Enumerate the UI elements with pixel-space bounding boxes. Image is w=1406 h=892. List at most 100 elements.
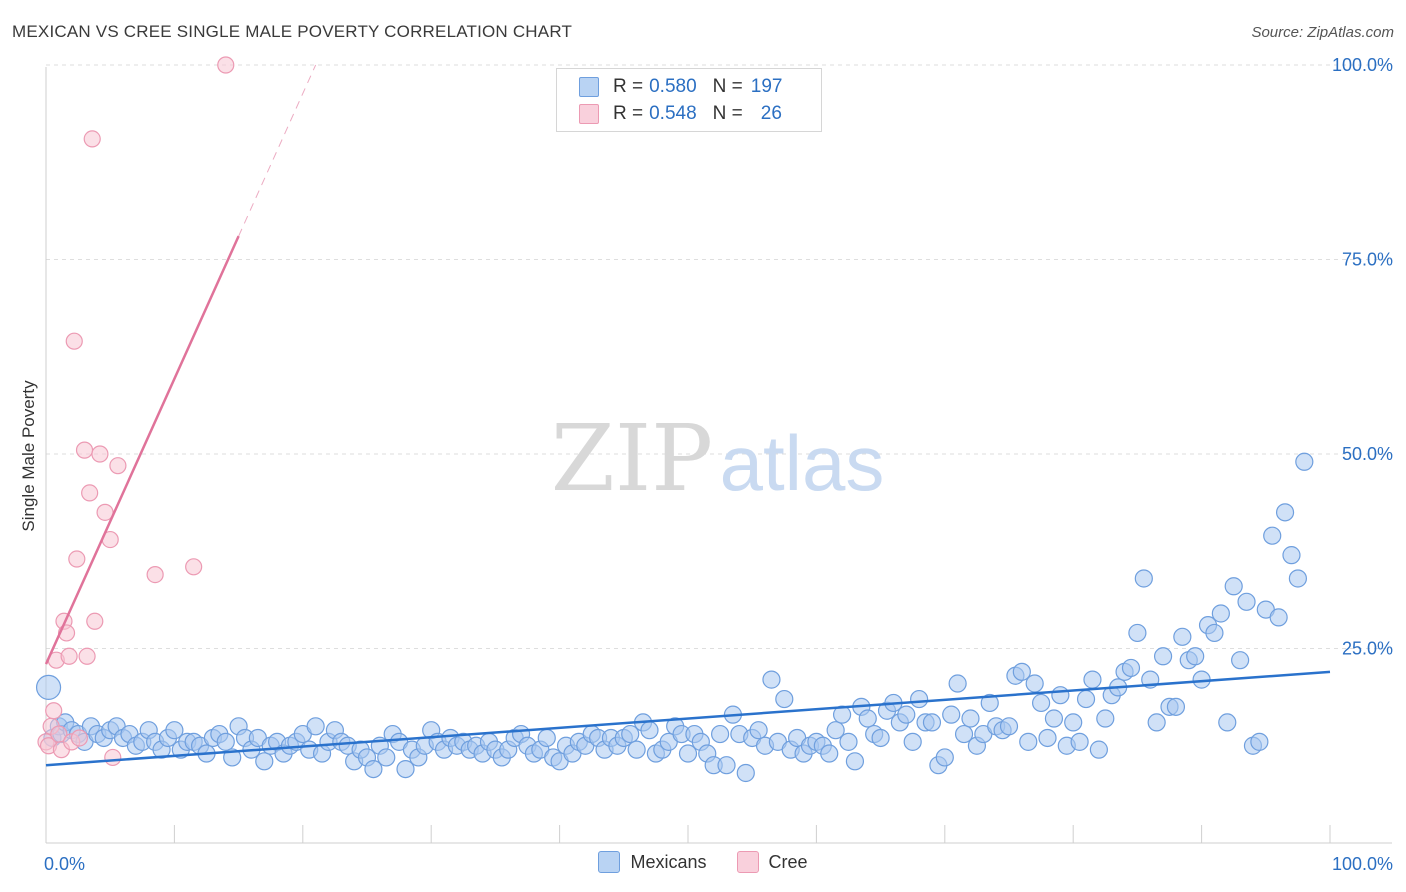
cree-point (78, 647, 96, 665)
cree-point (75, 441, 94, 459)
mexicans-point (1070, 732, 1089, 751)
mexicans-point (954, 724, 974, 744)
mexicans-point (826, 721, 845, 740)
mexicans-point (922, 713, 942, 732)
mexicans-point (1231, 651, 1250, 670)
mexicans-point (736, 763, 755, 783)
legend-swatch-mexicans (598, 851, 621, 873)
mexicans-point (1288, 569, 1308, 588)
legend-swatch-mexicans (579, 77, 599, 97)
mexicans-point (1237, 592, 1256, 611)
legend-row-cree: R = 0.548 N = 26 (579, 101, 782, 127)
mexicans-point (820, 744, 839, 763)
mexicans-point (640, 721, 659, 740)
mexicans-point (1019, 732, 1038, 751)
mexicans-point (1263, 526, 1282, 545)
mexicans-point (1038, 728, 1057, 748)
mexicans-point (1250, 732, 1269, 751)
y-tick-label: 100.0% (1332, 55, 1393, 75)
y-tick-label: 75.0% (1342, 250, 1393, 270)
stats-legend: R = 0.580 N = 197 R = 0.548 N = 26 (556, 68, 822, 132)
mexicans-point (999, 717, 1019, 736)
mexicans-point (897, 705, 916, 724)
mexicans-point (1205, 623, 1224, 643)
cree-point (81, 484, 99, 502)
cree-point (65, 332, 83, 350)
mexicans-point (1044, 709, 1064, 728)
cree-point (104, 748, 122, 767)
cree-point (86, 612, 104, 630)
watermark-zip: ZIP (551, 405, 713, 512)
cree-point (70, 729, 88, 747)
mexicans-point (710, 724, 730, 744)
mexicans-point (1083, 670, 1102, 689)
mexicans-point (1096, 709, 1115, 728)
mexicans-point (961, 709, 980, 728)
mexicans-point (621, 724, 640, 744)
mexicans-point (903, 732, 922, 751)
legend-r-value: 0.580 (649, 76, 697, 97)
legend-label-cree: Cree (768, 851, 808, 872)
mexicans-point (935, 748, 954, 767)
mexicans-point (1012, 662, 1031, 681)
cree-point (45, 702, 63, 720)
legend-item-cree[interactable]: Cree (736, 851, 808, 873)
y-tick-label: 25.0% (1342, 639, 1393, 659)
cree-point (68, 550, 86, 568)
mexicans-point (948, 674, 967, 693)
legend-label-mexicans: Mexicans (630, 851, 707, 872)
trend-lines (44, 64, 1331, 767)
mexicans-point (1275, 503, 1295, 522)
cree-point (146, 565, 164, 584)
mexicans-point (1211, 604, 1230, 623)
mexicans-point (364, 759, 383, 779)
legend-row-mexicans: R = 0.580 N = 197 (579, 74, 782, 100)
mexicans-point (1076, 689, 1096, 709)
mexicans-point (1134, 569, 1153, 588)
x-tick-label: 0.0% (44, 854, 85, 874)
cree-point (185, 558, 203, 576)
mexicans-point (255, 752, 274, 771)
grid-lines (46, 64, 1392, 649)
cree-point (60, 647, 78, 665)
tick-labels: 25.0% 50.0% 75.0% 100.0% 0.0% 100.0% (44, 55, 1393, 874)
cree-trend-line (44, 235, 240, 665)
legend-n-label: N = (712, 103, 743, 124)
mexicans-point (396, 759, 415, 779)
mexicans-point (1064, 713, 1083, 732)
legend-swatch-cree (736, 851, 759, 873)
legend-r-value: 0.548 (649, 103, 697, 124)
source-label: Source: ZipAtlas.com (1251, 24, 1394, 41)
mexicans-point (1031, 693, 1051, 713)
legend-r-label: R = (613, 76, 644, 97)
mexicans-point (775, 689, 794, 709)
cree-point (83, 130, 101, 148)
y-tick-label: 50.0% (1342, 444, 1393, 464)
mexicans-point (749, 721, 768, 740)
x-tick-label: 100.0% (1332, 854, 1393, 874)
mexicans-point (1218, 713, 1237, 732)
watermark-atlas: atlas (720, 419, 885, 507)
mexicans-point (35, 674, 62, 701)
cree-point (217, 56, 235, 74)
legend-item-mexicans[interactable]: Mexicans (598, 851, 707, 873)
mexicans-point (537, 728, 556, 748)
mexicans-point (858, 709, 877, 728)
mexicans-point (1121, 658, 1141, 678)
mexicans-point (1166, 697, 1186, 716)
mexicans-point (910, 689, 929, 709)
mexicans-point (165, 721, 184, 740)
cree-point (109, 457, 127, 475)
mexicans-point (1282, 546, 1301, 565)
mexicans-point (1051, 686, 1070, 705)
mexicans-point (627, 740, 646, 759)
legend-swatch-cree (579, 104, 599, 124)
legend-n-value: 26 (760, 103, 782, 124)
mexicans-point (1153, 647, 1173, 666)
cree-point (91, 445, 109, 463)
mexicans-point (717, 756, 736, 775)
mexicans-point (871, 728, 890, 748)
y-axis-label: Single Male Poverty (19, 380, 38, 532)
mexicans-trend-line (45, 670, 1331, 767)
